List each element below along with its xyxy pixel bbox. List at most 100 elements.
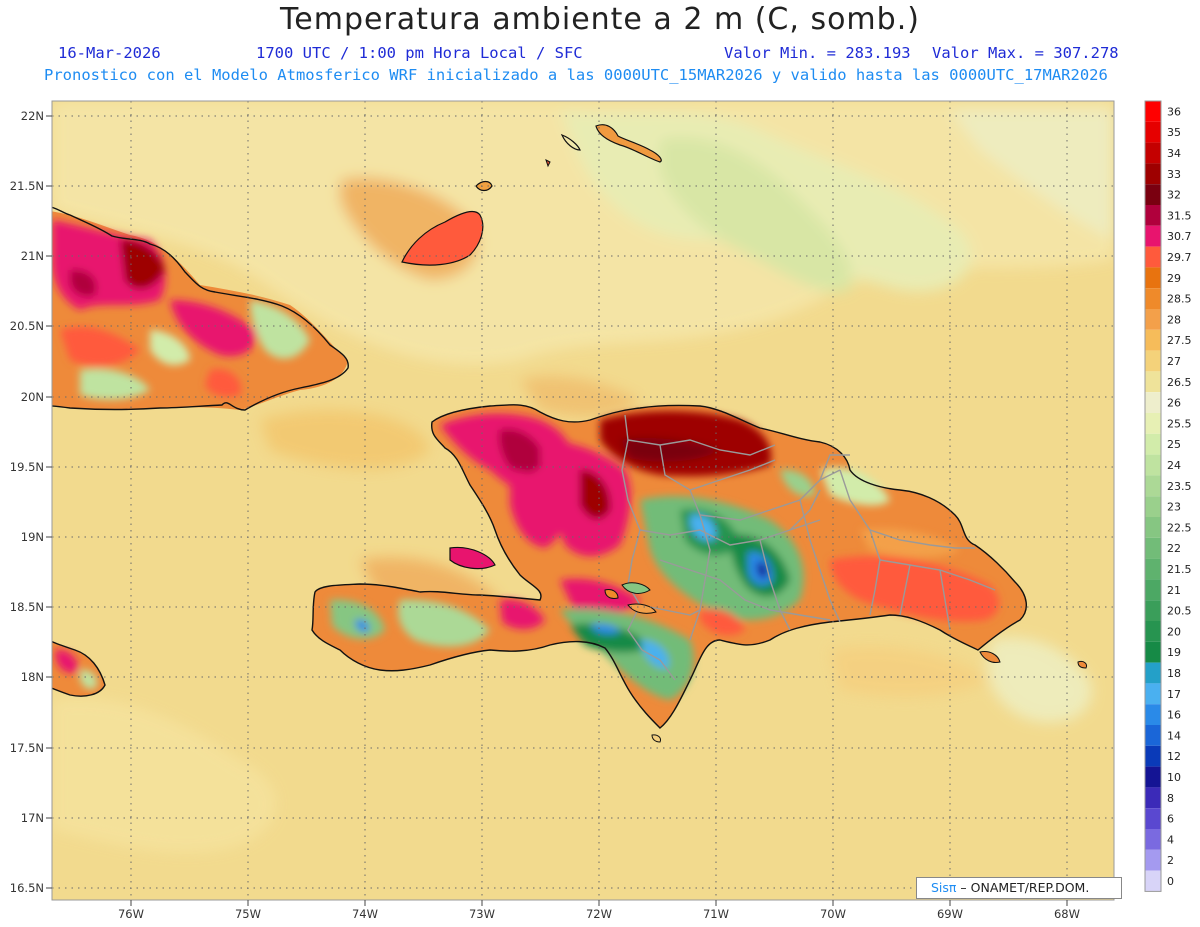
colorbar-swatch [1145, 745, 1161, 767]
colorbar-swatch [1145, 517, 1161, 538]
map-area [52, 101, 1114, 900]
colorbar-swatch [1145, 579, 1161, 601]
colorbar-swatch [1145, 121, 1161, 143]
max-value: Valor Max. = 307.278 [932, 44, 1119, 62]
colorbar-swatch [1145, 371, 1161, 393]
latitude-labels: 22N 21.5N 21N 20.5N 20N 19.5N 19N 18.5N … [10, 109, 44, 895]
forecast-date: 16-Mar-2026 [58, 44, 161, 62]
colorbar-label: 16 [1167, 709, 1181, 722]
lat-label: 17N [21, 811, 44, 825]
lon-label: 70W [820, 907, 846, 921]
axis-ticks [46, 115, 1068, 906]
colorbar-swatch [1145, 621, 1161, 642]
colorbar-swatch [1145, 683, 1161, 705]
colorbar-label: 20.5 [1167, 605, 1192, 618]
lat-label: 19N [21, 530, 44, 544]
colorbar-label: 29.7 [1167, 251, 1192, 264]
colorbar-label: 20 [1167, 625, 1181, 638]
colorbar-frame [1144, 100, 1162, 892]
colorbar-swatch [1145, 475, 1161, 497]
colorbar-label: 33 [1167, 168, 1181, 181]
colorbar-swatch [1145, 787, 1161, 809]
colorbar-label: 28.5 [1167, 293, 1192, 306]
colorbar-swatch [1145, 309, 1161, 330]
colorbar-swatch [1145, 766, 1161, 788]
colorbar-swatch [1145, 829, 1161, 850]
colorbar-label: 21 [1167, 584, 1181, 597]
colorbar-swatch [1145, 225, 1161, 247]
colorbar-label: 21.5 [1167, 563, 1192, 576]
colorbar-swatch [1145, 725, 1161, 746]
colorbar-swatch [1145, 496, 1161, 517]
colorbar-label: 14 [1167, 729, 1181, 742]
colorbar-label: 17 [1167, 688, 1181, 701]
colorbar-swatch [1145, 267, 1161, 289]
colorbar-label: 18 [1167, 667, 1181, 680]
lon-label: 74W [352, 907, 378, 921]
colorbar-label: 34 [1167, 147, 1181, 160]
colorbar-swatch [1145, 870, 1161, 892]
colorbar-label: 22 [1167, 542, 1181, 555]
colorbar-label: 0 [1167, 875, 1174, 888]
colorbar-label: 25.5 [1167, 417, 1192, 430]
colorbar-label: 12 [1167, 750, 1181, 763]
colorbar-label: 31.5 [1167, 209, 1192, 222]
lon-label: 69W [937, 907, 963, 921]
colorbar-label: 32 [1167, 189, 1181, 202]
map-title: Temperatura ambiente a 2 m (C, somb.) [280, 2, 920, 37]
colorbar-swatch [1145, 246, 1161, 268]
colorbar-label: 4 [1167, 833, 1174, 846]
colorbar-swatch [1145, 662, 1161, 684]
hispaniola-island [311, 404, 1087, 743]
colorbar-swatch [1145, 413, 1161, 434]
colorbar: 363534333231.530.729.72928.52827.52726.5… [1144, 100, 1192, 892]
colorbar-label: 8 [1167, 792, 1174, 805]
colorbar-label: 28 [1167, 313, 1181, 326]
lon-label: 72W [586, 907, 612, 921]
colorbar-label: 26.5 [1167, 376, 1192, 389]
colorbar-label: 27 [1167, 355, 1181, 368]
longitude-labels: 76W 75W 74W 73W 72W 71W 70W 69W 68W [118, 907, 1080, 921]
colorbar-swatch [1145, 433, 1161, 455]
forecast-time: 1700 UTC / 1:00 pm Hora Local / SFC [256, 44, 583, 62]
lat-label: 16.5N [10, 881, 44, 895]
lon-label: 68W [1054, 907, 1080, 921]
gonave-island [449, 546, 496, 570]
colorbar-swatch [1145, 288, 1161, 309]
lat-label: 17.5N [10, 741, 44, 755]
lon-label: 76W [118, 907, 144, 921]
lat-label: 22N [21, 109, 44, 123]
colorbar-swatch [1145, 184, 1161, 205]
colorbar-swatch [1145, 142, 1161, 164]
sis-logo-text: Sisπ [931, 880, 957, 895]
lat-label: 21.5N [10, 179, 44, 193]
colorbar-label: 35 [1167, 126, 1181, 139]
graticule [52, 101, 1114, 900]
colorbar-label: 10 [1167, 771, 1181, 784]
lat-label: 19.5N [10, 460, 44, 474]
colorbar-swatch [1145, 350, 1161, 372]
colorbar-label: 27.5 [1167, 334, 1192, 347]
lat-label: 20N [21, 390, 44, 404]
lon-label: 75W [235, 907, 261, 921]
colorbar-swatch [1145, 558, 1161, 580]
credit-text: – ONAMET/REP.DOM. [956, 880, 1090, 895]
colorbar-swatch [1145, 537, 1161, 559]
map-frame [51, 100, 1115, 901]
province-borders [621, 414, 996, 681]
colorbar-label: 23.5 [1167, 480, 1192, 493]
colorbar-label: 23 [1167, 501, 1181, 514]
colorbar-swatch [1145, 600, 1161, 621]
colorbar-label: 29 [1167, 272, 1181, 285]
colorbar-swatch [1145, 704, 1161, 725]
lat-label: 21N [21, 249, 44, 263]
colorbar-swatch [1145, 641, 1161, 663]
colorbar-label: 26 [1167, 397, 1181, 410]
lat-label: 18N [21, 670, 44, 684]
min-value: Valor Min. = 283.193 [724, 44, 911, 62]
lat-label: 18.5N [10, 600, 44, 614]
colorbar-swatch [1145, 205, 1161, 226]
colorbar-label: 2 [1167, 854, 1174, 867]
colorbar-swatch [1145, 808, 1161, 829]
